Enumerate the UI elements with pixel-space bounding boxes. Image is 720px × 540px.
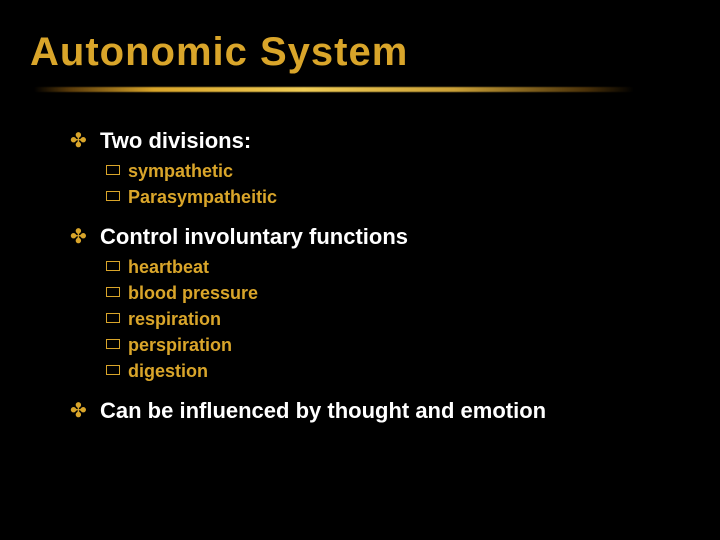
l2-bullet-icon: [106, 339, 120, 349]
divider-bar: [34, 87, 634, 92]
l2-text: respiration: [128, 307, 221, 331]
bullet-l2: perspiration: [106, 333, 690, 357]
bullet-l1: ✤ Can be influenced by thought and emoti…: [70, 397, 690, 425]
bullet-l2: blood pressure: [106, 281, 690, 305]
bullet-l2: digestion: [106, 359, 690, 383]
l1-bullet-icon: ✤: [70, 223, 90, 251]
l2-bullet-icon: [106, 165, 120, 175]
l1-bullet-icon: ✤: [70, 127, 90, 155]
bullet-l2: heartbeat: [106, 255, 690, 279]
l2-bullet-icon: [106, 287, 120, 297]
bullet-l1: ✤ Control involuntary functions: [70, 223, 690, 251]
l2-text: digestion: [128, 359, 208, 383]
l2-text: Parasympatheitic: [128, 185, 277, 209]
content-area: ✤ Two divisions: sympathetic Parasympath…: [30, 127, 690, 425]
l1-text: Control involuntary functions: [100, 223, 408, 251]
slide: Autonomic System ✤ Two divisions: sympat…: [0, 0, 720, 540]
l1-text: Two divisions:: [100, 127, 251, 155]
bullet-l2: sympathetic: [106, 159, 690, 183]
l2-text: perspiration: [128, 333, 232, 357]
l2-text: heartbeat: [128, 255, 209, 279]
l2-bullet-icon: [106, 365, 120, 375]
l1-bullet-icon: ✤: [70, 397, 90, 425]
title-divider: [34, 83, 634, 97]
slide-title: Autonomic System: [30, 30, 690, 75]
l2-bullet-icon: [106, 191, 120, 201]
l2-bullet-icon: [106, 313, 120, 323]
bullet-l1: ✤ Two divisions:: [70, 127, 690, 155]
bullet-l2: Parasympatheitic: [106, 185, 690, 209]
bullet-l2: respiration: [106, 307, 690, 331]
sub-list: heartbeat blood pressure respiration per…: [70, 255, 690, 383]
l1-text: Can be influenced by thought and emotion: [100, 397, 546, 425]
l2-text: blood pressure: [128, 281, 258, 305]
l2-text: sympathetic: [128, 159, 233, 183]
sub-list: sympathetic Parasympatheitic: [70, 159, 690, 209]
l2-bullet-icon: [106, 261, 120, 271]
